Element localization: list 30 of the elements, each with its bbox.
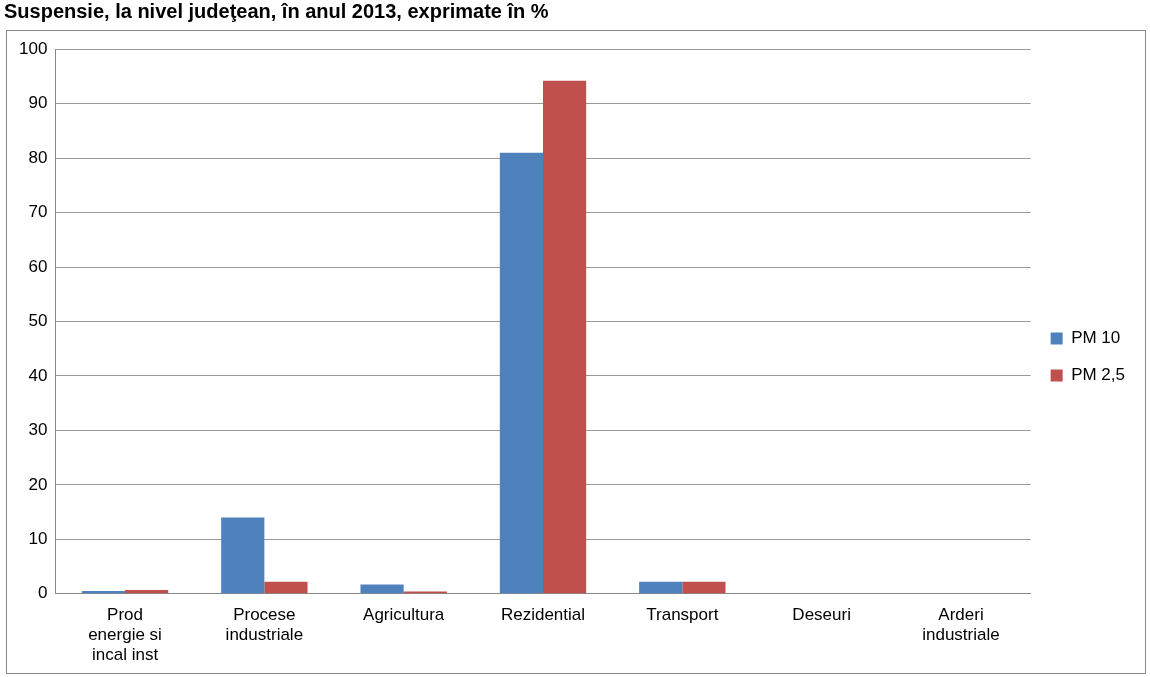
y-tick-label: 50 — [28, 311, 48, 331]
bar — [682, 581, 726, 594]
y-tick-label: 90 — [28, 93, 48, 113]
y-tick-label: 0 — [37, 583, 48, 603]
x-tick-label: Transport — [646, 604, 719, 624]
y-tick-label: 10 — [28, 529, 48, 549]
bar — [543, 80, 587, 594]
y-tick-label: 40 — [28, 365, 48, 385]
bar — [360, 584, 404, 594]
y-tick-label: 60 — [28, 256, 48, 276]
x-tick-label: Deseuri — [792, 604, 851, 624]
x-tick-label: Rezidential — [500, 604, 586, 624]
legend-label: PM 10 — [1071, 328, 1121, 348]
y-tick-label: 70 — [28, 202, 48, 222]
x-tick-label: Agricultura — [363, 604, 445, 624]
x-tick-label: Prod energie si incal inst — [88, 604, 162, 665]
y-tick-label: 30 — [28, 420, 48, 440]
bar — [125, 589, 169, 594]
bar — [264, 581, 308, 594]
bar — [639, 581, 683, 594]
y-tick-label: 20 — [28, 474, 48, 494]
y-tick-label: 100 — [18, 38, 48, 58]
bar — [81, 591, 126, 594]
y-tick-label: 80 — [28, 147, 48, 167]
x-tick-label: Arderi industriale — [922, 604, 1000, 645]
x-tick-label: Procese industriale — [225, 604, 304, 645]
chart-title: Suspensie, la nivel judeţean, în anul 2013, exprimate în % — [4, 0, 549, 23]
bar — [499, 152, 543, 594]
bar — [221, 517, 265, 594]
legend-label: PM 2,5 — [1071, 365, 1125, 385]
